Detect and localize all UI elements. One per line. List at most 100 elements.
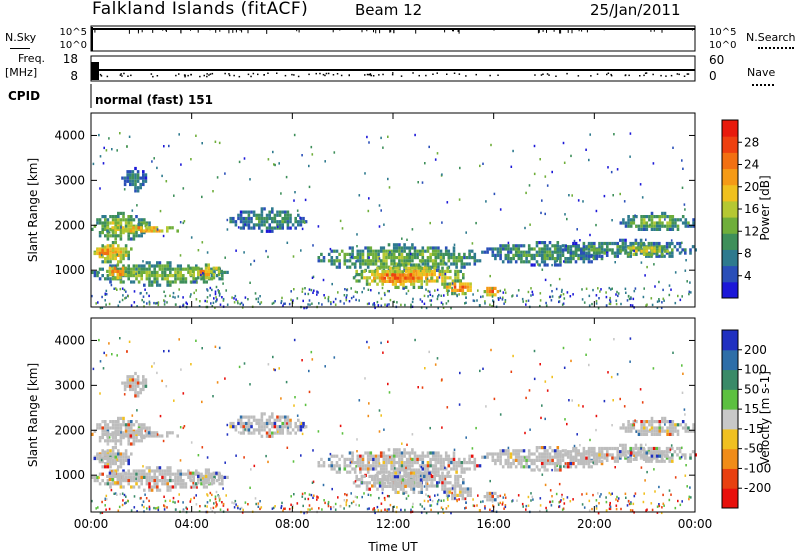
power-noise-cell <box>386 289 389 293</box>
power-echo-cell <box>360 269 364 273</box>
power-echo-cell <box>338 262 341 266</box>
power-echo-cell <box>114 234 117 238</box>
velocity-noise-cell <box>299 421 301 424</box>
velocity-echo-cell <box>210 482 214 486</box>
power-echo-cell <box>121 176 124 180</box>
velocity-noise-cell <box>237 431 240 434</box>
power-echo-cell <box>160 229 164 233</box>
velocity-echo-cell <box>408 464 412 468</box>
power-noise-cell <box>201 195 203 199</box>
power-echo-cell <box>538 253 541 257</box>
power-noise-cell <box>178 288 180 291</box>
power-echo-cell <box>104 221 107 225</box>
power-echo-cell <box>271 210 274 214</box>
velocity-echo-cell <box>655 420 659 424</box>
power-echo-cell <box>420 266 423 270</box>
power-echo-cell <box>647 241 651 246</box>
power-echo-cell <box>199 269 203 273</box>
power-noise-cell <box>206 300 208 303</box>
velocity-noise-cell <box>97 506 99 509</box>
power-echo-cell <box>574 260 578 264</box>
power-noise-cell <box>454 292 456 295</box>
power-noise-cell <box>387 135 389 138</box>
velocity-noise-cell <box>577 404 580 407</box>
velocity-noise-cell <box>133 506 136 509</box>
velocity-echo-cell <box>464 487 467 491</box>
power-noise-cell <box>348 300 351 303</box>
power-noise-cell <box>456 294 458 298</box>
velocity-noise-cell <box>679 503 682 507</box>
power-echo-cell <box>494 253 497 257</box>
power-echo-cell <box>124 221 128 225</box>
power-noise-cell <box>550 299 553 302</box>
power-echo-cell <box>119 218 123 222</box>
velocity-echo-cell <box>258 418 261 422</box>
power-echo-cell <box>574 251 578 255</box>
power-echo-cell <box>335 249 339 253</box>
power-echo-cell <box>556 253 560 257</box>
power-echo-cell <box>540 253 544 257</box>
power-noise-cell <box>329 247 332 251</box>
velocity-echo-cell <box>381 487 384 491</box>
velocity-echo-cell <box>674 426 677 430</box>
power-echo-cell <box>96 218 99 222</box>
velocity-echo-cell <box>404 481 407 485</box>
velocity-echo-cell <box>398 464 401 468</box>
power-noise-cell <box>303 306 305 310</box>
power-echo-cell <box>212 276 216 280</box>
velocity-noise-cell <box>609 503 611 507</box>
power-echo-cell <box>390 252 393 256</box>
velocity-echo-cell <box>543 455 547 459</box>
power-echo-cell <box>569 245 573 249</box>
velocity-echo-cell <box>447 461 451 465</box>
velocity-echo-cell <box>143 426 146 430</box>
velocity-noise-cell <box>125 501 127 504</box>
velocity-echo-cell <box>593 453 596 457</box>
power-echo-cell <box>469 285 472 289</box>
power-echo-cell <box>676 218 680 222</box>
power-echo-cell <box>163 270 167 274</box>
velocity-noise-cell <box>617 497 620 500</box>
power-echo-cell <box>124 273 127 277</box>
power-echo-cell <box>582 251 586 255</box>
power-noise-cell <box>145 292 148 295</box>
velocity-noise-cell <box>244 428 246 431</box>
velocity-echo-cell <box>580 453 583 457</box>
velocity-noise-cell <box>465 501 467 504</box>
power-echo-cell <box>678 245 682 249</box>
velocity-noise-cell <box>447 495 449 498</box>
power-echo-cell <box>658 215 662 219</box>
power-noise-cell <box>407 289 410 293</box>
velocity-echo-cell <box>454 478 457 482</box>
power-noise-cell <box>645 238 647 241</box>
velocity-echo-cell <box>348 451 352 455</box>
velocity-echo-cell <box>134 378 137 382</box>
power-noise-cell <box>436 288 439 292</box>
power-echo-cell <box>663 215 667 219</box>
power-echo-cell <box>478 259 482 263</box>
power-echo-cell <box>421 252 425 256</box>
velocity-noise-cell <box>551 468 553 472</box>
velocity-noise-cell <box>525 396 527 400</box>
velocity-echo-cell <box>252 415 256 419</box>
power-echo-cell <box>663 254 666 258</box>
power-noise-cell <box>293 288 295 291</box>
nsky-legend-line <box>10 48 30 49</box>
velocity-echo-cell <box>410 468 413 472</box>
power-noise-cell <box>402 287 404 290</box>
power-echo-cell <box>499 257 502 261</box>
nave-dot <box>364 74 366 76</box>
power-noise-cell <box>448 289 450 292</box>
power-noise-cell <box>565 244 567 248</box>
power-echo-cell <box>119 269 122 273</box>
power-noise-cell <box>688 290 691 293</box>
power-echo-cell <box>197 266 200 270</box>
power-echo-cell <box>376 266 379 270</box>
power-echo-cell <box>109 215 112 219</box>
power-noise-cell <box>218 294 221 297</box>
velocity-echo-cell <box>109 439 112 443</box>
power-echo-cell <box>153 277 156 281</box>
velocity-noise-cell <box>670 493 672 496</box>
velocity-echo-cell <box>338 470 341 474</box>
power-echo-cell <box>415 276 418 280</box>
